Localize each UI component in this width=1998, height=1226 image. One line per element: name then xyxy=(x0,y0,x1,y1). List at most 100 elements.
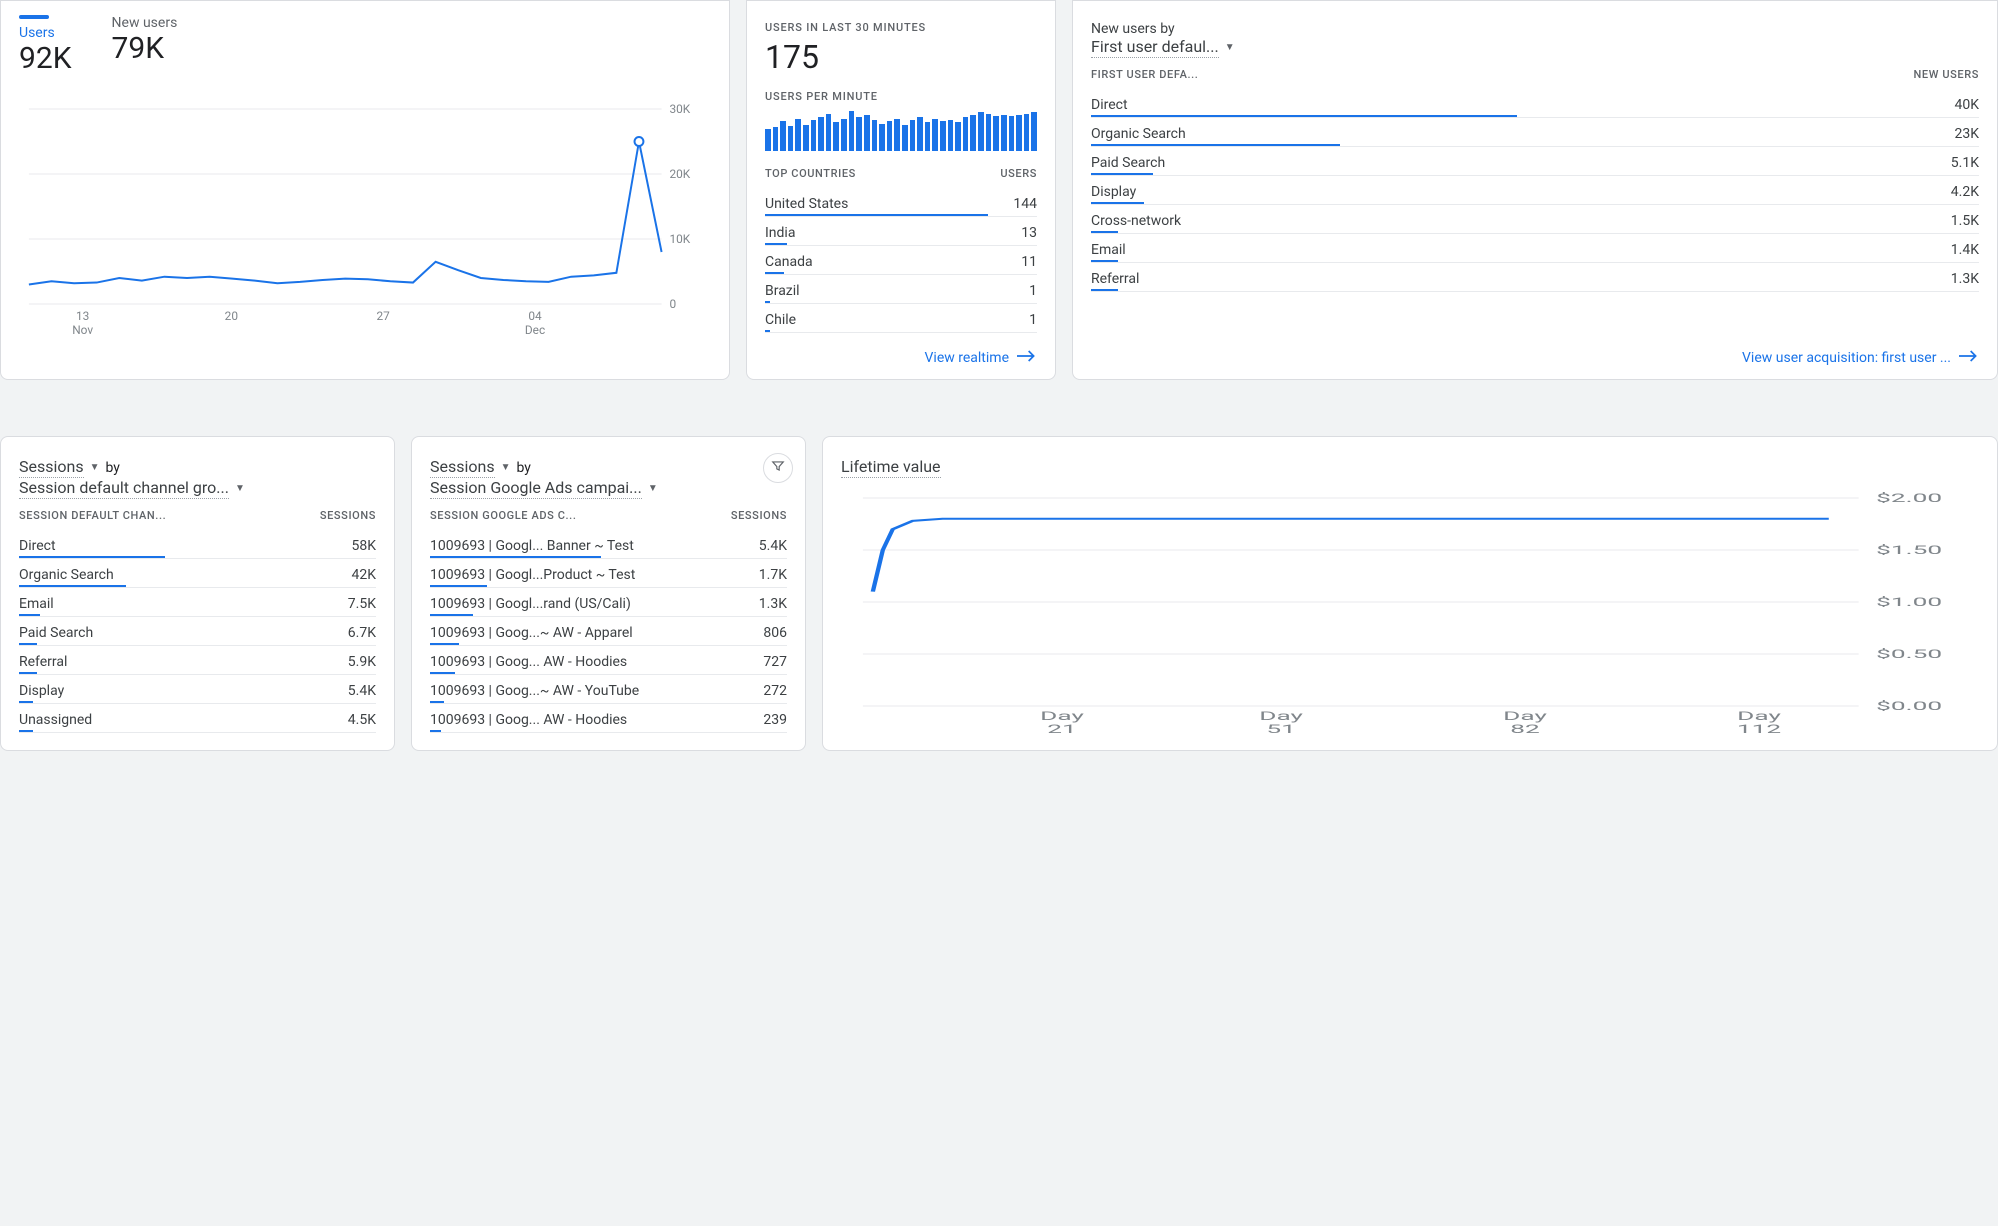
users-per-minute-sparkbar xyxy=(765,111,1037,151)
metric-tabs: Users 92K New users 79K xyxy=(19,15,711,76)
ltv-line-chart: $0.00$0.50$1.00$1.50$2.00Day21Day51Day82… xyxy=(841,478,1979,738)
sessions-metric-picker[interactable]: Sessions ▼ xyxy=(19,457,100,478)
row-label: Brazil xyxy=(765,283,800,299)
row-label: 1009693 | Googl...Product ~ Test xyxy=(430,567,635,583)
chevron-down-icon: ▼ xyxy=(1225,42,1235,53)
filter-button[interactable] xyxy=(763,453,793,483)
row-value: 1.3K xyxy=(1951,271,1979,287)
session-ads-picker[interactable]: Session Google Ads campai... ▼ xyxy=(430,478,787,499)
sessions-ads-row[interactable]: 1009693 | Googl... Banner ~ Test5.4K xyxy=(430,530,787,559)
row-label: Chile xyxy=(765,312,796,328)
row-value: 13 xyxy=(1021,225,1037,241)
chevron-down-icon: ▼ xyxy=(648,483,658,494)
realtime-count: 175 xyxy=(765,38,1037,76)
row-value: 1 xyxy=(1029,312,1037,328)
filter-icon xyxy=(771,459,785,477)
new-users-by-card: New users by First user defaul... ▼ FIRS… xyxy=(1072,0,1998,380)
top-countries-row[interactable]: United States144 xyxy=(765,188,1037,217)
svg-text:$1.00: $1.00 xyxy=(1876,595,1942,609)
new-users-row[interactable]: Direct40K xyxy=(1091,89,1979,118)
view-realtime-link[interactable]: View realtime xyxy=(925,349,1037,367)
tab-users-value: 92K xyxy=(19,41,72,76)
svg-text:Day: Day xyxy=(1040,709,1084,723)
realtime-title: USERS IN LAST 30 MINUTES xyxy=(765,21,1037,34)
sessions-channel-row[interactable]: Referral5.9K xyxy=(19,646,376,675)
row-label: Display xyxy=(1091,184,1136,200)
sessions-channel-rows: Direct58K Organic Search 42K Email 7.5K Paid … xyxy=(19,530,376,733)
first-user-channel-picker[interactable]: First user defaul... ▼ xyxy=(1091,37,1979,58)
realtime-card: USERS IN LAST 30 MINUTES 175 USERS PER M… xyxy=(746,0,1056,380)
row-label: Unassigned xyxy=(19,712,92,728)
row-value: 1 xyxy=(1029,283,1037,299)
row-label: 1009693 | Goog...~ AW - Apparel xyxy=(430,625,633,641)
new-users-row[interactable]: Referral1.3K xyxy=(1091,263,1979,292)
sessions-channel-row[interactable]: Paid Search6.7K xyxy=(19,617,376,646)
sessions-metric-label: Sessions xyxy=(19,457,84,478)
session-channel-picker[interactable]: Session default channel gro... ▼ xyxy=(19,478,376,499)
top-countries-row[interactable]: Brazil 1 xyxy=(765,275,1037,304)
row-value: 806 xyxy=(763,625,787,641)
arrow-right-icon xyxy=(1959,349,1979,367)
new-users-header-left: FIRST USER DEFA... xyxy=(1091,68,1198,81)
sessions-channel-row[interactable]: Direct58K xyxy=(19,530,376,559)
sessions-channel-row[interactable]: Organic Search 42K xyxy=(19,559,376,588)
new-users-row[interactable]: Cross-network1.5K xyxy=(1091,205,1979,234)
sessions-ads-header: SESSION GOOGLE ADS C... SESSIONS xyxy=(430,509,787,530)
row-label: Organic Search xyxy=(1091,126,1186,142)
new-users-row[interactable]: Paid Search5.1K xyxy=(1091,147,1979,176)
view-realtime-label: View realtime xyxy=(925,350,1009,366)
row-label: 1009693 | Goog...~ AW - YouTube xyxy=(430,683,639,699)
sessions-ads-row[interactable]: 1009693 | Goog... AW - Hoodies727 xyxy=(430,646,787,675)
sessions-ads-header-right: SESSIONS xyxy=(731,509,787,522)
new-users-row[interactable]: Email1.4K xyxy=(1091,234,1979,263)
sessions-ads-metric-picker[interactable]: Sessions ▼ xyxy=(430,457,511,478)
row-label: Email xyxy=(19,596,54,612)
new-users-header-right: NEW USERS xyxy=(1914,68,1980,81)
top-countries-row[interactable]: India 13 xyxy=(765,217,1037,246)
sessions-ads-row[interactable]: 1009693 | Goog... AW - Hoodies239 xyxy=(430,704,787,733)
row-value: 4.2K xyxy=(1951,184,1979,200)
row-label: Email xyxy=(1091,242,1126,258)
row-label: Organic Search xyxy=(19,567,114,583)
new-users-row[interactable]: Organic Search23K xyxy=(1091,118,1979,147)
sessions-ads-row[interactable]: 1009693 | Googl...Product ~ Test1.7K xyxy=(430,559,787,588)
sessions-channel-header-right: SESSIONS xyxy=(320,509,376,522)
row-value: 4.5K xyxy=(348,712,376,728)
new-users-table-header: FIRST USER DEFA... NEW USERS xyxy=(1091,68,1979,89)
sessions-ads-metric-label: Sessions xyxy=(430,457,495,478)
row-value: 5.9K xyxy=(348,654,376,670)
row-label: Direct xyxy=(19,538,56,554)
row-label: Paid Search xyxy=(1091,155,1165,171)
svg-text:$2.00: $2.00 xyxy=(1876,491,1942,505)
row-label: India xyxy=(765,225,795,241)
view-user-acquisition-label: View user acquisition: first user ... xyxy=(1742,350,1951,366)
chevron-down-icon: ▼ xyxy=(235,483,245,494)
sessions-ads-row[interactable]: 1009693 | Goog...~ AW - Apparel 806 xyxy=(430,617,787,646)
row-value: 11 xyxy=(1021,254,1037,270)
sessions-by-ads-card: Sessions ▼ by Session Google Ads campai.… xyxy=(411,436,806,751)
sessions-channel-row[interactable]: Unassigned 4.5K xyxy=(19,704,376,733)
svg-text:Day: Day xyxy=(1259,709,1303,723)
row-value: 42K xyxy=(351,567,376,583)
top-countries-header-right: USERS xyxy=(1000,167,1037,180)
row-value: 144 xyxy=(1013,196,1037,212)
tab-new-users-label: New users xyxy=(112,15,178,31)
view-user-acquisition-link[interactable]: View user acquisition: first user ... xyxy=(1742,349,1979,367)
svg-text:51: 51 xyxy=(1266,722,1296,736)
session-channel-picker-label: Session default channel gro... xyxy=(19,478,229,499)
row-value: 7.5K xyxy=(348,596,376,612)
tab-new-users[interactable]: New users 79K xyxy=(112,15,178,76)
top-countries-row[interactable]: Canada11 xyxy=(765,246,1037,275)
sessions-ads-row[interactable]: 1009693 | Googl...rand (US/Cali)1.3K xyxy=(430,588,787,617)
sessions-channel-row[interactable]: Display5.4K xyxy=(19,675,376,704)
sessions-ads-row[interactable]: 1009693 | Goog...~ AW - YouTube 272 xyxy=(430,675,787,704)
row-label: Paid Search xyxy=(19,625,93,641)
svg-text:112: 112 xyxy=(1737,722,1781,736)
tab-users[interactable]: Users 92K xyxy=(19,15,72,76)
row-value: 272 xyxy=(763,683,787,699)
row-label: 1009693 | Googl...rand (US/Cali) xyxy=(430,596,631,612)
svg-text:20: 20 xyxy=(225,309,239,323)
sessions-channel-row[interactable]: Email 7.5K xyxy=(19,588,376,617)
top-countries-row[interactable]: Chile 1 xyxy=(765,304,1037,333)
new-users-row[interactable]: Display 4.2K xyxy=(1091,176,1979,205)
